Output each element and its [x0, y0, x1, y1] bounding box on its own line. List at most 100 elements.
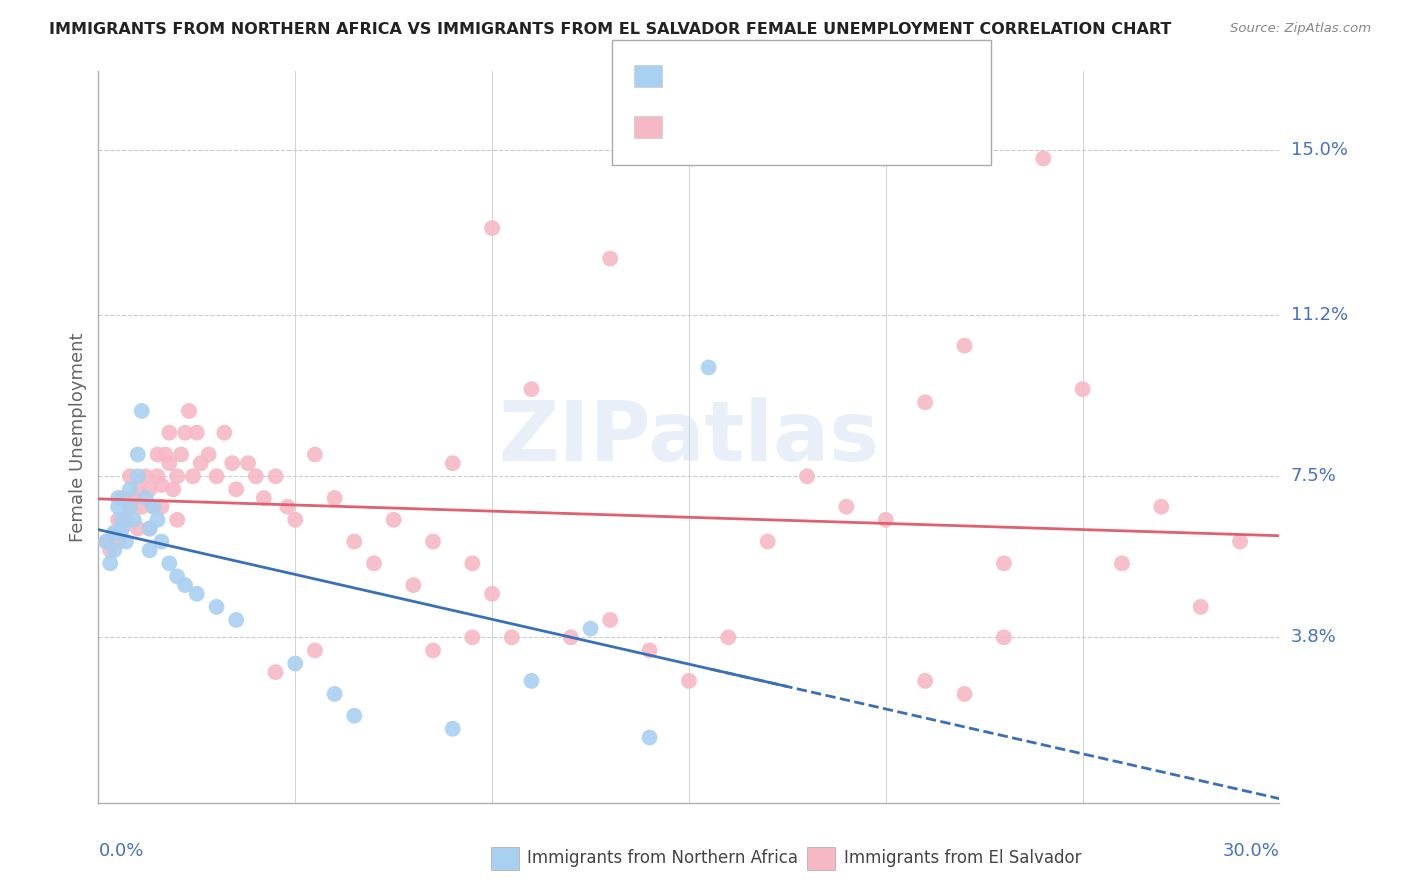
Point: [127, 469, 149, 483]
Text: Source: ZipAtlas.com: Source: ZipAtlas.com: [1230, 22, 1371, 36]
Point: [127, 483, 149, 497]
Point: [98, 557, 121, 571]
Point: [115, 513, 138, 527]
Text: N = 84: N = 84: [865, 119, 932, 136]
Point: [993, 557, 1015, 571]
Point: [264, 469, 287, 483]
Point: [166, 469, 188, 483]
Point: [284, 657, 307, 671]
Text: Immigrants from El Salvador: Immigrants from El Salvador: [844, 849, 1081, 867]
Point: [157, 425, 180, 440]
Point: [221, 456, 243, 470]
Point: [1071, 382, 1094, 396]
Point: [638, 643, 661, 657]
Point: [197, 448, 219, 462]
Point: [190, 456, 212, 470]
Point: [796, 469, 818, 483]
Point: [115, 534, 138, 549]
Point: [111, 513, 134, 527]
Point: [422, 643, 444, 657]
Point: [177, 404, 200, 418]
Point: [118, 483, 141, 497]
Point: [214, 425, 236, 440]
Point: [323, 687, 346, 701]
Text: R = 0.023: R = 0.023: [672, 67, 762, 85]
Point: [520, 673, 543, 688]
Point: [131, 500, 153, 514]
Point: [253, 491, 276, 505]
Text: ZIPatlas: ZIPatlas: [499, 397, 879, 477]
Point: [323, 491, 346, 505]
Point: [157, 456, 180, 470]
Point: [142, 500, 165, 514]
Point: [122, 491, 145, 505]
Point: [875, 513, 897, 527]
Point: [441, 722, 464, 736]
Point: [118, 500, 141, 514]
Point: [146, 469, 169, 483]
Point: [1032, 152, 1054, 166]
Text: Immigrants from Northern Africa: Immigrants from Northern Africa: [527, 849, 799, 867]
Point: [96, 534, 118, 549]
Point: [638, 731, 661, 745]
Point: [225, 483, 247, 497]
Point: [103, 543, 125, 558]
Point: [441, 456, 464, 470]
Point: [107, 534, 129, 549]
Point: [135, 469, 157, 483]
Point: [914, 395, 936, 409]
Point: [111, 491, 134, 505]
Text: 0.0%: 0.0%: [98, 842, 143, 860]
Point: [993, 631, 1015, 645]
Point: [146, 448, 169, 462]
Point: [122, 513, 145, 527]
Point: [363, 557, 385, 571]
Point: [579, 622, 602, 636]
Point: [343, 534, 366, 549]
Point: [138, 521, 160, 535]
Point: [118, 469, 141, 483]
Point: [264, 665, 287, 680]
Point: [304, 448, 326, 462]
Point: [96, 534, 118, 549]
Text: 7.5%: 7.5%: [1291, 467, 1337, 485]
Point: [304, 643, 326, 657]
Point: [186, 587, 208, 601]
Point: [150, 534, 173, 549]
Point: [127, 448, 149, 462]
Point: [138, 483, 160, 497]
Point: [481, 221, 503, 235]
Point: [276, 500, 298, 514]
Point: [1189, 599, 1212, 614]
Point: [103, 525, 125, 540]
Point: [135, 491, 157, 505]
Point: [170, 448, 193, 462]
Point: [678, 673, 700, 688]
Point: [150, 500, 173, 514]
Point: [914, 673, 936, 688]
Point: [138, 521, 160, 535]
Point: [146, 513, 169, 527]
Point: [107, 491, 129, 505]
Point: [481, 587, 503, 601]
Point: [111, 521, 134, 535]
Point: [127, 521, 149, 535]
Point: [181, 469, 204, 483]
Point: [599, 252, 621, 266]
Y-axis label: Female Unemployment: Female Unemployment: [69, 333, 87, 541]
Point: [245, 469, 267, 483]
Point: [1229, 534, 1251, 549]
Point: [835, 500, 858, 514]
Point: [205, 469, 228, 483]
Point: [150, 478, 173, 492]
Text: R = 0.256: R = 0.256: [672, 119, 762, 136]
Point: [98, 543, 121, 558]
Point: [174, 425, 197, 440]
Point: [1111, 557, 1133, 571]
Point: [953, 339, 976, 353]
Point: [520, 382, 543, 396]
Point: [205, 599, 228, 614]
Point: [131, 404, 153, 418]
Point: [157, 557, 180, 571]
Point: [236, 456, 259, 470]
